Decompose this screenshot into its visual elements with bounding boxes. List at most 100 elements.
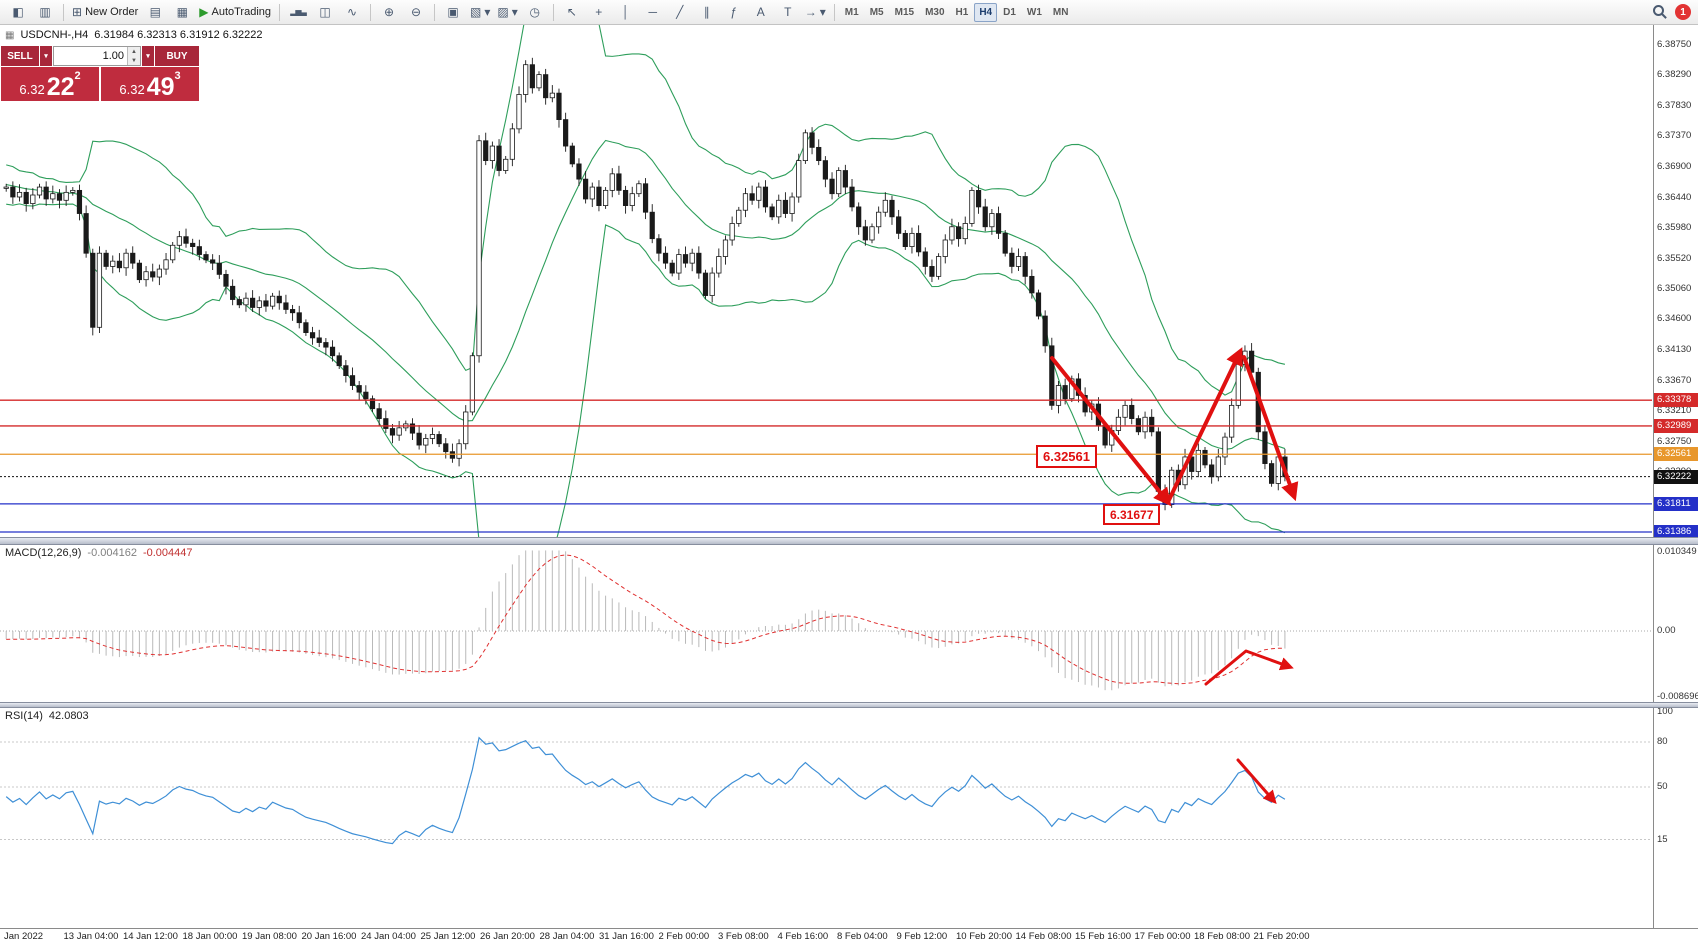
timeframe-m30[interactable]: M30	[925, 6, 945, 18]
crosshair-icon: +	[595, 5, 603, 19]
vertical-line-button[interactable]: │	[613, 2, 639, 22]
price-line-flag: 6.31386	[1654, 524, 1698, 539]
zoom-out-icon: ⊖	[410, 5, 422, 19]
sell-price-box[interactable]: 6.32 22 2	[1, 67, 99, 101]
sell-button[interactable]: SELL	[1, 46, 39, 66]
timeframe-m1[interactable]: M1	[844, 6, 859, 18]
profiles-button[interactable]: ▨ ▾	[494, 2, 520, 22]
bar-chart-button[interactable]: ▂▅▃	[285, 2, 311, 22]
price-tick: 6.33210	[1657, 405, 1692, 417]
macd-panel[interactable]	[0, 545, 1653, 702]
volume-input[interactable]: 1.00 ▲ ▼	[53, 46, 141, 66]
trendline-button[interactable]: ╱	[667, 2, 693, 22]
price-tick: 6.36440	[1657, 191, 1692, 203]
zoom-in-button[interactable]: ⊕	[376, 2, 402, 22]
timeframe-m15[interactable]: M15	[894, 6, 915, 18]
time-label: 21 Feb 20:00	[1253, 931, 1310, 942]
time-label: 13 Jan 04:00	[63, 931, 119, 942]
volume-up-icon[interactable]: ▲	[128, 47, 140, 56]
rsi-tick: 15	[1657, 833, 1668, 845]
crosshair-button[interactable]: +	[586, 2, 612, 22]
horizontal-line-button[interactable]: ─	[640, 2, 666, 22]
rsi-tick: 50	[1657, 781, 1668, 792]
one-click-trade-panel: SELL ▾ 1.00 ▲ ▼ ▾ BUY 6.32 22 2 6.32 49 3	[1, 46, 199, 101]
rsi-panel[interactable]	[0, 708, 1653, 928]
shapes-button[interactable]: → ▾	[802, 2, 829, 22]
search-icon[interactable]	[1653, 5, 1667, 19]
market-watch-icon: ▥	[39, 5, 51, 19]
data-window-button[interactable]: ▦	[169, 2, 195, 22]
price-tick: 6.33670	[1657, 374, 1692, 386]
text-icon: A	[756, 5, 765, 19]
timeframe-h4[interactable]: H4	[974, 2, 998, 22]
price-tick: 6.32750	[1657, 435, 1692, 447]
label-icon: T	[784, 5, 792, 19]
time-label: 14 Feb 08:00	[1015, 931, 1072, 942]
chart-window-button[interactable]: ◧	[5, 2, 31, 22]
timeframe-mn[interactable]: MN	[1052, 6, 1069, 18]
buy-price-box[interactable]: 6.32 49 3	[101, 67, 199, 101]
volume-down-icon[interactable]: ▼	[128, 56, 140, 65]
buy-options-button[interactable]: ▾	[142, 46, 154, 66]
text-button[interactable]: A	[748, 2, 774, 22]
tile-windows-button[interactable]: ▣	[440, 2, 466, 22]
channel-icon: ∥	[703, 5, 710, 19]
time-axis[interactable]: Jan 2022 13 Jan 04:00 14 Jan 12:00 18 Jan 0…	[0, 928, 1698, 943]
toolbar-separator	[370, 3, 372, 21]
toolbar-separator	[833, 3, 835, 21]
time-label: 14 Jan 12:00	[123, 931, 178, 942]
rsi-tick: 100	[1657, 706, 1673, 717]
candlestick-chart-button[interactable]: ◫	[312, 2, 338, 22]
panel-splitter[interactable]	[0, 702, 1698, 708]
notification-badge[interactable]: 1	[1675, 4, 1691, 20]
timeframe-m5[interactable]: M5	[869, 6, 884, 18]
price-axis[interactable]: 6.38750 6.38290 6.37830 6.37370 6.36900 6.364…	[1653, 0, 1698, 943]
volume-stepper[interactable]: ▲ ▼	[127, 47, 140, 65]
zoom-out-button[interactable]: ⊖	[403, 2, 429, 22]
charts-button[interactable]: ▤	[142, 2, 168, 22]
channel-button[interactable]: ∥	[694, 2, 720, 22]
price-callout-6.31677[interactable]: 6.31677	[1103, 504, 1161, 525]
rsi-title: RSI(14)	[5, 710, 43, 722]
new-order-label: New Order	[85, 6, 139, 18]
timeframe-h1[interactable]: H1	[955, 6, 969, 18]
clock-button[interactable]: ◷	[522, 2, 548, 22]
autotrading-button[interactable]: ▶ AutoTrading	[196, 2, 274, 22]
time-label: 2 Feb 00:00	[658, 931, 710, 942]
line-chart-button[interactable]: ∿	[339, 2, 365, 22]
fibonacci-button[interactable]: ƒ	[721, 2, 747, 22]
cursor-button[interactable]: ↖	[559, 2, 585, 22]
autotrading-label: AutoTrading	[211, 6, 272, 18]
market-watch-button[interactable]: ▥	[32, 2, 58, 22]
bar-chart-icon: ▂▅▃	[290, 7, 307, 16]
price-tick: 6.34600	[1657, 313, 1692, 325]
price-tick: 6.34130	[1657, 344, 1692, 356]
price-line-flag: 6.32561	[1654, 447, 1698, 462]
time-label: 19 Jan 08:00	[242, 931, 297, 942]
toolbar-separator	[63, 3, 64, 21]
macd-tick: 0.010349	[1657, 546, 1697, 558]
sell-options-button[interactable]: ▾	[40, 46, 52, 66]
new-chart-button[interactable]: ▧ ▾	[467, 2, 493, 22]
trendline-icon: ╱	[676, 5, 684, 19]
price-callout-6.32561[interactable]: 6.32561	[1036, 445, 1097, 468]
price-chart[interactable]	[0, 25, 1653, 537]
chart-ohlc: 6.31984 6.32313 6.31912 6.32222	[94, 29, 263, 41]
label-button[interactable]: T	[775, 2, 801, 22]
time-label: 10 Feb 20:00	[956, 931, 1012, 942]
price-line-flag: 6.33378	[1654, 393, 1698, 408]
timeframe-d1[interactable]: D1	[1003, 6, 1016, 18]
buy-button[interactable]: BUY	[155, 46, 199, 66]
time-label: 18 Jan 00:00	[182, 931, 238, 942]
panel-splitter[interactable]	[0, 537, 1698, 545]
timeframe-w1[interactable]: W1	[1026, 6, 1042, 18]
tile-windows-icon: ▣	[447, 5, 459, 19]
new-order-button[interactable]: ⊞ New Order	[69, 2, 141, 22]
price-tick: 6.35060	[1657, 282, 1692, 294]
macd-title: MACD(12,26,9)	[5, 547, 82, 559]
volume-value[interactable]: 1.00	[102, 50, 124, 62]
horizontal-line-icon: ─	[648, 5, 658, 19]
macd-signal-value: -0.004447	[142, 547, 193, 559]
macd-tick: -0.008696	[1657, 691, 1698, 703]
